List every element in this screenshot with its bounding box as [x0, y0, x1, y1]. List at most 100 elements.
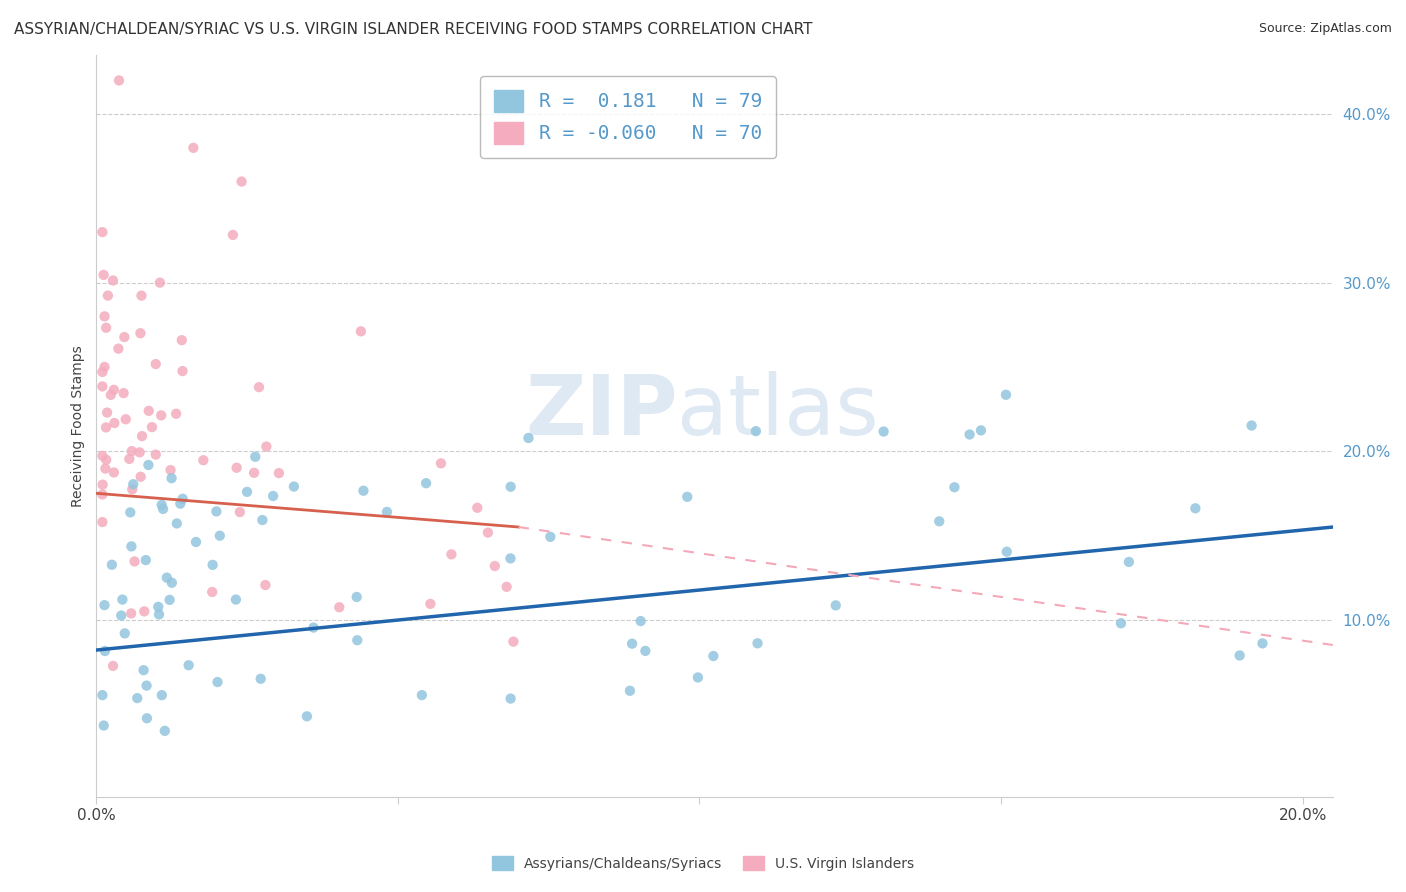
Point — [94, 420, 117, 434]
Point — [152, 502, 174, 516]
Point — [824, 599, 846, 613]
Point — [93, 718, 115, 732]
Point — [145, 357, 167, 371]
Point — [129, 469, 152, 483]
Point — [254, 578, 277, 592]
Point — [440, 547, 463, 561]
Point — [184, 535, 207, 549]
Point — [1229, 648, 1251, 663]
Point — [120, 540, 142, 554]
Point — [346, 590, 368, 604]
Point — [252, 513, 274, 527]
Point — [994, 388, 1017, 402]
Point — [107, 342, 129, 356]
Text: ZIP: ZIP — [524, 370, 678, 451]
Point — [630, 614, 652, 628]
Point — [225, 460, 247, 475]
Point — [172, 491, 194, 506]
Point — [166, 516, 188, 531]
Point — [91, 477, 114, 491]
Point — [138, 458, 160, 472]
Point — [207, 675, 229, 690]
Point — [499, 480, 522, 494]
Point — [150, 409, 173, 423]
Point — [135, 553, 157, 567]
Point — [201, 585, 224, 599]
Point — [229, 505, 252, 519]
Point — [165, 407, 187, 421]
Point — [150, 498, 173, 512]
Point — [131, 288, 153, 302]
Point — [101, 273, 124, 287]
Point — [346, 633, 368, 648]
Point — [93, 359, 115, 374]
Point — [124, 554, 146, 568]
Point — [91, 379, 114, 393]
Point — [208, 529, 231, 543]
Point — [135, 711, 157, 725]
Point — [101, 558, 124, 572]
Point — [135, 679, 157, 693]
Point — [91, 487, 114, 501]
Point — [93, 598, 115, 612]
Point — [129, 326, 152, 341]
Point — [108, 73, 131, 87]
Point — [120, 607, 142, 621]
Text: Source: ZipAtlas.com: Source: ZipAtlas.com — [1258, 22, 1392, 36]
Point — [621, 637, 644, 651]
Point — [156, 571, 179, 585]
Point — [1240, 418, 1263, 433]
Point — [1251, 636, 1274, 650]
Point — [93, 310, 115, 324]
Point — [465, 500, 488, 515]
Point — [517, 431, 540, 445]
Point — [415, 476, 437, 491]
Point — [1118, 555, 1140, 569]
Point — [97, 288, 120, 302]
Point — [747, 636, 769, 650]
Point — [245, 450, 267, 464]
Point — [745, 424, 768, 438]
Point — [353, 483, 375, 498]
Point — [676, 490, 699, 504]
Point — [160, 575, 183, 590]
Point — [267, 466, 290, 480]
Point — [94, 461, 117, 475]
Point — [328, 600, 350, 615]
Point — [375, 505, 398, 519]
Point — [121, 444, 143, 458]
Point — [702, 648, 724, 663]
Point — [120, 505, 142, 519]
Point — [110, 608, 132, 623]
Point — [205, 504, 228, 518]
Point — [148, 607, 170, 622]
Legend: R =  0.181   N = 79, R = -0.060   N = 70: R = 0.181 N = 79, R = -0.060 N = 70 — [481, 76, 776, 158]
Point — [159, 463, 181, 477]
Point — [172, 364, 194, 378]
Point — [222, 227, 245, 242]
Point — [201, 558, 224, 572]
Point — [91, 365, 114, 379]
Point — [118, 451, 141, 466]
Point — [928, 514, 950, 528]
Point — [159, 593, 181, 607]
Point — [112, 330, 135, 344]
Point — [619, 683, 641, 698]
Point — [111, 592, 134, 607]
Point — [959, 427, 981, 442]
Point — [122, 477, 145, 491]
Point — [150, 688, 173, 702]
Point — [686, 670, 709, 684]
Point — [145, 448, 167, 462]
Point — [91, 225, 114, 239]
Point — [101, 659, 124, 673]
Point — [225, 592, 247, 607]
Point — [160, 471, 183, 485]
Point — [995, 545, 1018, 559]
Point — [149, 276, 172, 290]
Point — [141, 420, 163, 434]
Point — [411, 688, 433, 702]
Point — [243, 466, 266, 480]
Point — [484, 559, 506, 574]
Point — [495, 580, 517, 594]
